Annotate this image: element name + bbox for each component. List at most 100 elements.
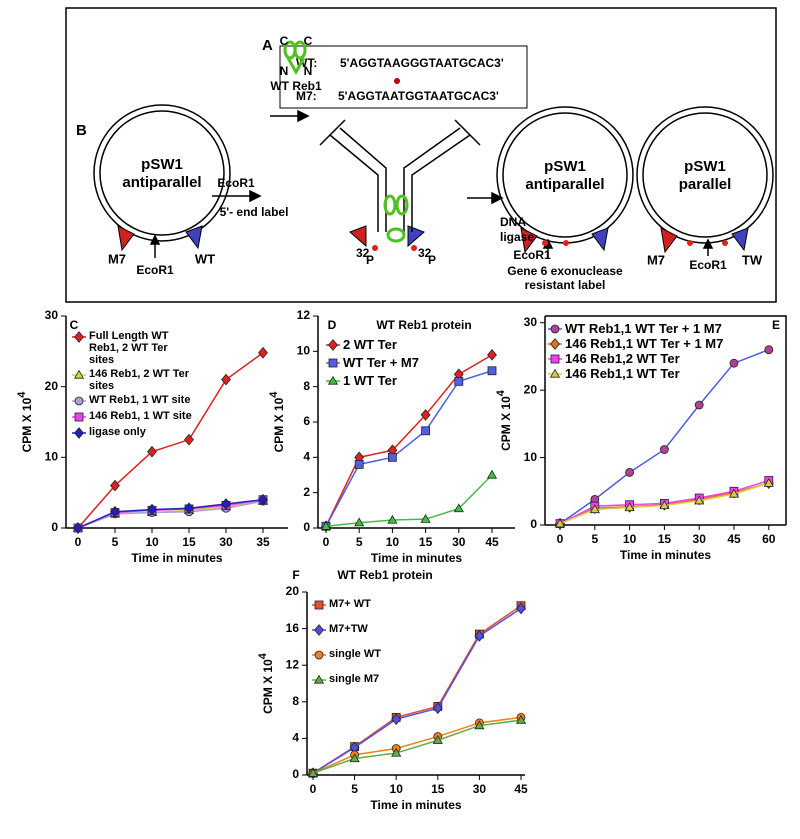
legend-box: WT Reb1,1 WT Ter + 1 M7 146 Reb1,1 WT Ter…: [548, 322, 784, 381]
x-tick-label: 45: [727, 532, 741, 546]
marker: [74, 396, 84, 406]
legend-label: 146 Reb1,1 WT Ter: [565, 366, 680, 381]
series-line: [312, 719, 522, 774]
x-tick-label: 10: [390, 782, 404, 796]
panel-label: B: [76, 122, 87, 139]
y-tick-label: 10: [524, 450, 538, 464]
x-tick-label: 5: [351, 782, 358, 796]
step-label: 5'- end label: [220, 205, 289, 219]
y-tick-label: 4: [303, 450, 310, 464]
legend-label: ligase only: [89, 426, 146, 438]
y-tick-label: 0: [292, 767, 299, 781]
x-tick-label: 5: [591, 532, 598, 546]
legend-marker: [312, 600, 326, 610]
marker: [420, 513, 431, 523]
marker: [221, 498, 231, 510]
marker: [764, 345, 774, 355]
marker: [554, 518, 566, 528]
legend-item: 2 WT Ter: [326, 338, 486, 352]
x-tick-label: 0: [557, 532, 564, 546]
x-axis-label: Time in minutes: [371, 551, 462, 565]
cut-label: EcoR1: [689, 258, 727, 272]
legend-marker: [312, 650, 326, 660]
y-label-exponent: 4: [495, 389, 507, 396]
marker: [391, 713, 402, 726]
legend-marker: [548, 368, 562, 378]
marker: [515, 714, 527, 724]
series-line: [77, 500, 264, 529]
x-tick-label: 10: [145, 535, 159, 549]
x-tick-label: 0: [323, 535, 330, 549]
legend: Full Length WT Reb1, 2 WT Ter sites 146 R…: [72, 330, 192, 440]
marker: [660, 445, 669, 454]
legend-label: WT Reb1, 1 WT site: [89, 394, 191, 406]
site-label: TW: [742, 252, 763, 267]
marker: [74, 331, 84, 343]
sequence-box: [279, 45, 528, 109]
legend-label: WT Reb1,1 WT Ter + 1 M7: [565, 322, 722, 336]
x-tick-label: 30: [693, 532, 707, 546]
marker: [387, 514, 398, 524]
element: P: [366, 253, 374, 267]
legend-marker: [72, 369, 86, 379]
seq-label: M7:: [296, 89, 317, 103]
x-axis-label: Time in minutes: [131, 551, 222, 565]
legend-marker: [548, 354, 562, 364]
marker: [549, 368, 561, 378]
legend: M7+ WT M7+TW single WT single M7: [312, 598, 452, 687]
legend-box: 2 WT Ter WT Ter + M7 1 WT Ter: [326, 338, 486, 388]
y-label-exponent: 4: [257, 652, 269, 659]
y-tick-label: 0: [530, 517, 537, 531]
y-label-exponent: 4: [268, 391, 280, 398]
protein: [283, 40, 409, 243]
site-label: M7: [647, 252, 665, 267]
marker: [184, 502, 194, 515]
legend-item: ligase only: [72, 426, 192, 440]
legend-item: M7+ WT: [312, 598, 452, 612]
marker: [314, 624, 324, 636]
panel-label: F: [292, 568, 299, 582]
legend: 2 WT Ter WT Ter + M7 1 WT Ter: [326, 338, 486, 388]
sites: [117, 225, 749, 254]
marker: [516, 602, 526, 615]
panel-label: E: [772, 318, 780, 332]
marker: [486, 469, 498, 479]
x-tick-label: 15: [658, 532, 672, 546]
panel-frame: [65, 7, 777, 303]
cut-label: EcoR1: [513, 248, 551, 262]
series-line: [77, 500, 264, 529]
marker: [258, 346, 268, 359]
legend-label: WT Ter + M7: [343, 355, 419, 370]
legend-label: 2 WT Ter: [343, 338, 397, 352]
y-tick-label: 20: [286, 584, 300, 598]
isotope: 32: [356, 246, 370, 260]
x-axis-label: Time in minutes: [620, 548, 711, 562]
chart: 0 2 4 6 8 10 12 0 5 10 15 30 45 Time in minutes CPM X …: [268, 308, 515, 565]
legend-label: M7+TW: [329, 623, 368, 635]
panel-label: D: [328, 318, 337, 332]
legend-marker: [548, 338, 562, 350]
terminus: N: [280, 64, 289, 78]
legend-label: Full Length WT Reb1, 2 WT Ter sites: [89, 330, 169, 366]
y-tick-label: 10: [297, 344, 311, 358]
marker: [624, 502, 635, 512]
legend-item: 146 Reb1,2 WT Ter: [548, 352, 784, 366]
y-label-text: CPM X 10: [499, 396, 513, 451]
marker: [550, 338, 560, 350]
marker: [659, 500, 670, 510]
legend-box: M7+ WT M7+TW single WT single M7: [312, 598, 452, 687]
y-label-text: CPM X 10: [20, 397, 34, 452]
x-tick-label: 30: [452, 535, 466, 549]
marker: [487, 349, 497, 361]
marker: [354, 459, 364, 469]
marker: [487, 366, 497, 376]
y-axis-label: CPM X 104: [495, 389, 513, 451]
y-tick-label: 16: [286, 621, 300, 635]
step-label: EcoR1: [217, 176, 255, 190]
x-tick-label: 15: [419, 535, 433, 549]
y-axis-label: CPM X 104: [268, 391, 286, 453]
marker: [453, 503, 464, 513]
legend-marker: [72, 412, 86, 422]
